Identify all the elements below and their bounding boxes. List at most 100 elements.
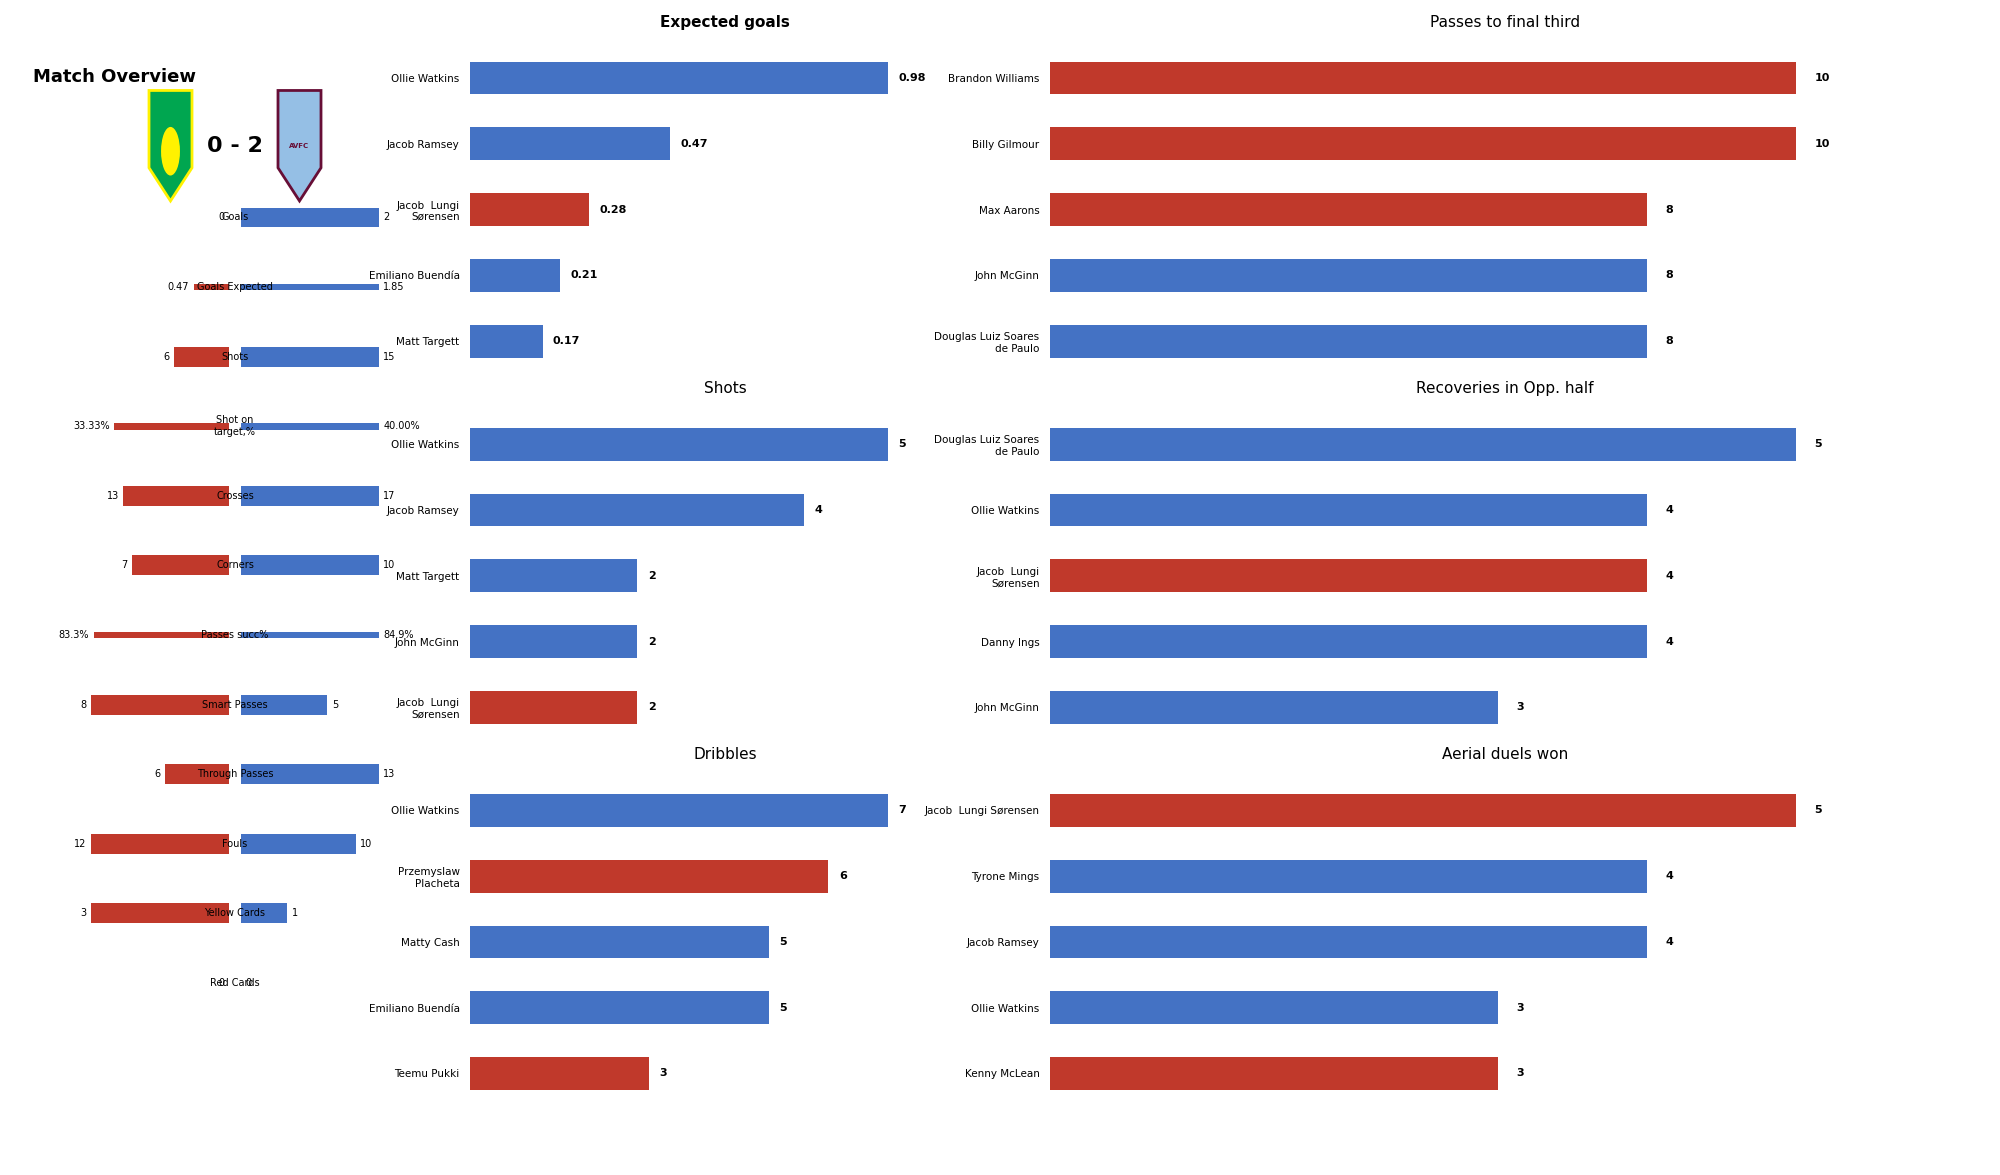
Bar (90, 904, 228, 924)
Text: Crosses: Crosses (216, 491, 254, 501)
Bar (470, 428, 888, 461)
Bar (470, 494, 804, 526)
Text: Fouls: Fouls (222, 839, 248, 848)
Text: Goals Expected: Goals Expected (198, 282, 272, 293)
Bar (242, 486, 380, 505)
Text: 0.28: 0.28 (600, 204, 628, 215)
Text: 10: 10 (384, 560, 396, 570)
Text: Shot on
target,%: Shot on target,% (214, 416, 256, 437)
Text: 2: 2 (648, 637, 656, 646)
Bar (242, 834, 356, 854)
Text: 8: 8 (80, 699, 86, 710)
Title: Aerial duels won: Aerial duels won (1442, 747, 1568, 763)
Bar (242, 208, 380, 228)
Text: Goals: Goals (222, 213, 248, 222)
Text: 5: 5 (780, 936, 786, 947)
Text: 40.00%: 40.00% (384, 422, 420, 431)
Text: 10: 10 (1814, 139, 1830, 149)
Bar (94, 632, 228, 638)
Text: 4: 4 (1666, 936, 1674, 947)
Text: 0 - 2: 0 - 2 (208, 135, 262, 156)
Bar (1050, 926, 1646, 959)
Title: Expected goals: Expected goals (660, 15, 790, 29)
Text: 8: 8 (1666, 270, 1674, 281)
Text: 3: 3 (660, 1068, 668, 1079)
Text: 10: 10 (360, 839, 372, 848)
Text: 6: 6 (154, 770, 160, 779)
Bar (1050, 324, 1646, 357)
Bar (114, 423, 228, 430)
Text: 17: 17 (384, 491, 396, 501)
Text: 15: 15 (384, 351, 396, 362)
Bar (242, 556, 380, 576)
Text: Red Cards: Red Cards (210, 978, 260, 988)
Text: 2: 2 (648, 571, 656, 580)
Text: 0.47: 0.47 (168, 282, 190, 293)
Bar (470, 559, 638, 592)
Text: 5: 5 (1814, 805, 1822, 815)
Bar (470, 794, 888, 827)
Text: Shots: Shots (222, 351, 248, 362)
Bar (90, 834, 228, 854)
Bar (470, 691, 638, 724)
Text: 0.98: 0.98 (898, 73, 926, 83)
Text: 0.21: 0.21 (570, 270, 598, 281)
Bar (1050, 992, 1498, 1025)
Text: 7: 7 (122, 560, 128, 570)
Bar (470, 127, 670, 160)
Bar (242, 694, 328, 714)
Bar (470, 860, 828, 893)
Text: 0: 0 (246, 978, 252, 988)
Bar (174, 347, 228, 367)
Bar (242, 423, 380, 430)
Text: 2: 2 (384, 213, 390, 222)
Title: Passes to final third: Passes to final third (1430, 15, 1580, 29)
Text: 83.3%: 83.3% (58, 630, 90, 640)
Title: Dribbles: Dribbles (694, 747, 756, 763)
Text: 1.85: 1.85 (384, 282, 404, 293)
Text: Smart Passes: Smart Passes (202, 699, 268, 710)
Text: Through Passes: Through Passes (196, 770, 274, 779)
Bar (470, 625, 638, 658)
Text: Match Overview: Match Overview (32, 68, 196, 87)
Bar (470, 926, 768, 959)
Bar (1050, 127, 1796, 160)
Bar (470, 258, 560, 291)
Text: 5: 5 (1814, 439, 1822, 449)
Text: 0.17: 0.17 (552, 336, 580, 347)
Text: 0.47: 0.47 (680, 139, 708, 149)
Bar (132, 556, 228, 576)
Bar (1050, 428, 1796, 461)
Bar (166, 764, 228, 784)
Bar (470, 992, 768, 1025)
Text: 12: 12 (74, 839, 86, 848)
Text: 7: 7 (898, 805, 906, 815)
Bar (1050, 494, 1646, 526)
Text: 13: 13 (384, 770, 396, 779)
Bar (242, 764, 380, 784)
Text: 4: 4 (814, 505, 822, 515)
Text: 3: 3 (1516, 1002, 1524, 1013)
Text: 1: 1 (292, 908, 298, 919)
Text: 0: 0 (218, 978, 224, 988)
Bar (242, 632, 380, 638)
Bar (470, 61, 888, 94)
Bar (124, 486, 228, 505)
Bar (1050, 559, 1646, 592)
Polygon shape (278, 90, 320, 201)
Bar (242, 904, 288, 924)
Bar (470, 324, 542, 357)
Bar (242, 284, 380, 290)
Text: AVFC: AVFC (290, 142, 310, 149)
Text: 2: 2 (648, 703, 656, 712)
Text: 4: 4 (1666, 571, 1674, 580)
Text: 33.33%: 33.33% (72, 422, 110, 431)
Text: 5: 5 (780, 1002, 786, 1013)
Text: 6: 6 (838, 871, 846, 881)
Text: 4: 4 (1666, 505, 1674, 515)
Bar (1050, 1058, 1498, 1090)
Bar (470, 193, 590, 226)
Circle shape (162, 127, 180, 175)
Title: Shots: Shots (704, 381, 746, 396)
Text: 8: 8 (1666, 204, 1674, 215)
